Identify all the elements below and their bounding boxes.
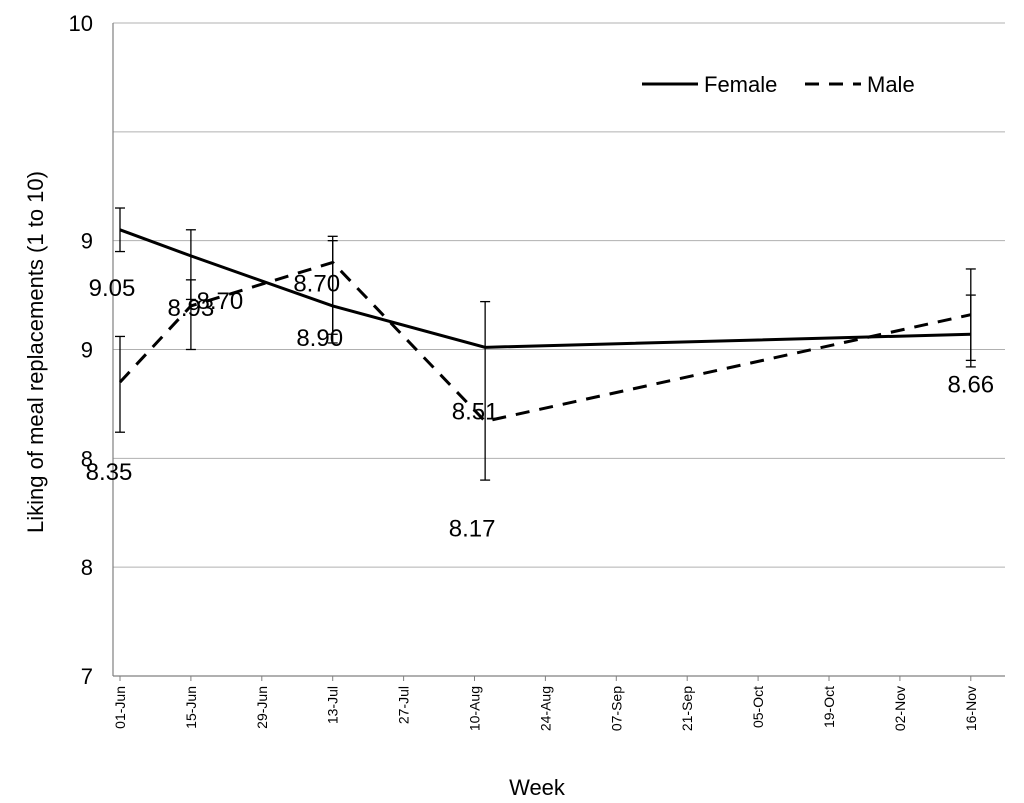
legend: Female Male [642,72,915,97]
data-label: 8.17 [449,515,496,542]
y-tick-label: 8 [81,446,93,471]
legend-label-male: Male [867,72,915,97]
grid-layer [113,22,1005,568]
x-axis-title: Week [509,775,566,800]
y-axis-title: Liking of meal replacements (1 to 10) [23,171,48,533]
series-layer [118,228,972,423]
data-label: 8.70 [293,270,340,297]
data-label: 8.90 [296,325,343,352]
data-label: 8.70 [197,288,244,315]
x-tick-label: 10-Aug [467,686,483,731]
x-tick-label: 27-Jul [396,686,412,724]
data-label-layer: 9.05 8.93 8.90 8.51 8.35 8.70 8.70 8.17 8.66 [86,270,995,542]
legend-label-female: Female [704,72,777,97]
data-label: 9.05 [89,275,136,302]
data-label: 8.35 [86,459,133,486]
y-tick-label: 9 [81,338,93,363]
x-tick-label: 07-Sep [608,686,624,731]
x-tick-label: 05-Oct [750,686,766,728]
x-tick-label: 19-Oct [821,686,837,728]
axis-layer: 10 7 8 8 9 9 01-Jun 15-Jun 29-Jun 13-Jul 27-Jul 10-… [69,11,1005,731]
data-label: 8.93 [168,295,215,322]
x-tick-label: 13-Jul [325,686,341,724]
data-label: 8.51 [452,398,499,425]
y-tick-label: 9 [81,229,93,254]
x-tick-label: 29-Jun [254,686,270,729]
y-tick-label: 10 [69,11,93,36]
x-tick-label: 01-Jun [112,686,128,729]
data-label: 8.66 [947,372,994,399]
female-series-line [119,228,971,349]
x-tick-label: 24-Aug [537,686,553,731]
x-tick-label: 15-Jun [183,686,199,729]
error-bar-layer [115,207,976,481]
x-tick-label: 16-Nov [963,686,979,731]
x-tick-label: 02-Nov [892,686,908,731]
y-tick-label: 8 [81,555,93,580]
x-tick-label: 21-Sep [679,686,695,731]
y-tick-label: 7 [81,664,93,689]
male-series-line [118,260,972,423]
